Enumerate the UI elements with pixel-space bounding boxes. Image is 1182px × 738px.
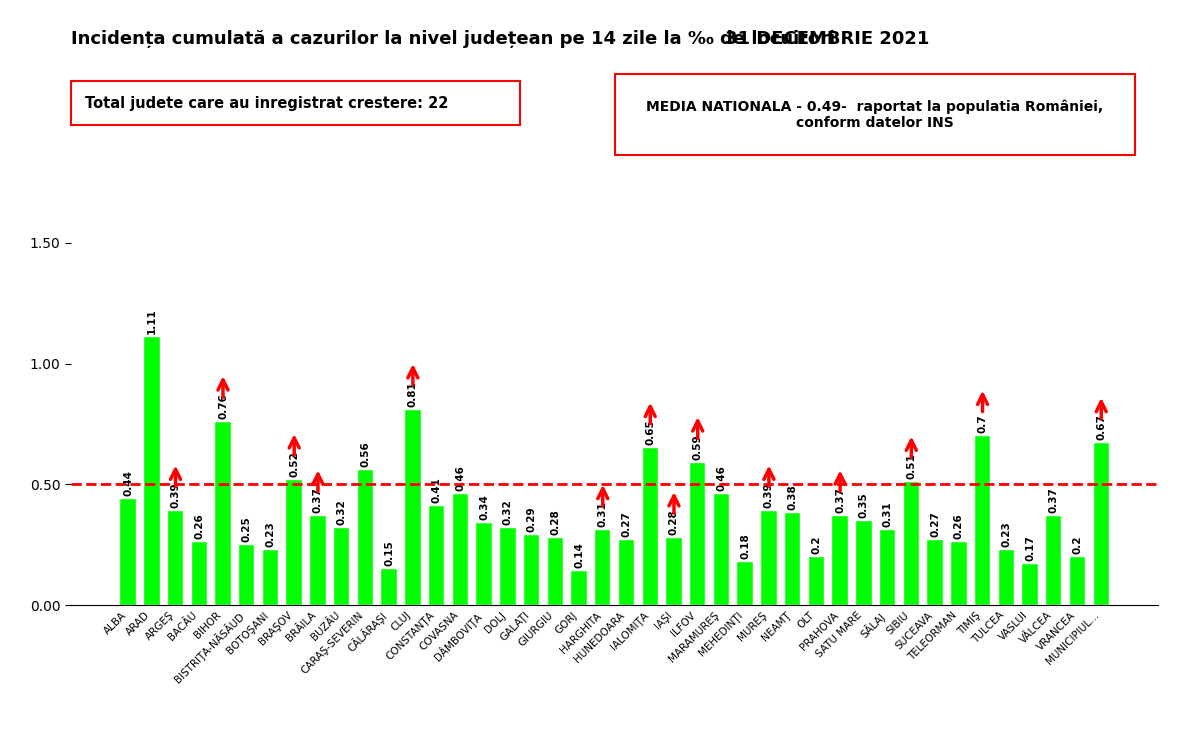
Text: 0.32: 0.32 bbox=[502, 499, 513, 525]
Bar bbox=[738, 562, 753, 605]
Bar bbox=[215, 421, 230, 605]
Bar bbox=[500, 528, 515, 605]
Bar bbox=[761, 511, 777, 605]
Text: 0.32: 0.32 bbox=[337, 499, 346, 525]
Bar bbox=[1070, 557, 1085, 605]
Text: 0.17: 0.17 bbox=[1025, 535, 1035, 561]
Text: 0.37: 0.37 bbox=[1048, 487, 1059, 513]
Bar bbox=[524, 535, 539, 605]
Bar bbox=[239, 545, 254, 605]
Text: 0.28: 0.28 bbox=[669, 509, 678, 534]
Text: 0.39: 0.39 bbox=[764, 483, 774, 508]
Text: 0.37: 0.37 bbox=[836, 487, 845, 513]
Text: 0.23: 0.23 bbox=[1001, 521, 1012, 547]
Bar bbox=[335, 528, 350, 605]
Bar bbox=[714, 494, 729, 605]
Text: 0.2: 0.2 bbox=[811, 536, 821, 554]
Bar bbox=[1046, 516, 1061, 605]
Text: 0.31: 0.31 bbox=[883, 502, 892, 528]
Text: 0.44: 0.44 bbox=[123, 470, 134, 496]
Bar bbox=[928, 540, 943, 605]
Text: 0.81: 0.81 bbox=[408, 381, 418, 407]
Text: 0.35: 0.35 bbox=[859, 492, 869, 518]
Bar bbox=[286, 480, 301, 605]
Text: 0.46: 0.46 bbox=[716, 465, 727, 492]
Text: 0.27: 0.27 bbox=[930, 511, 940, 537]
Text: 0.37: 0.37 bbox=[313, 487, 323, 513]
Text: 0.29: 0.29 bbox=[526, 506, 537, 532]
Text: 0.18: 0.18 bbox=[740, 533, 751, 559]
Bar bbox=[382, 569, 397, 605]
Text: 0.25: 0.25 bbox=[242, 516, 252, 542]
Text: 0.59: 0.59 bbox=[693, 434, 703, 460]
Text: Incidența cumulată a cazurilor la nivel județean pe 14 zile la ‰ de locuitori: Incidența cumulată a cazurilor la nivel … bbox=[71, 30, 834, 47]
Bar bbox=[999, 550, 1014, 605]
Bar bbox=[619, 540, 635, 605]
Bar bbox=[476, 523, 492, 605]
Bar bbox=[832, 516, 847, 605]
Bar bbox=[429, 506, 444, 605]
Bar bbox=[453, 494, 468, 605]
Bar bbox=[856, 520, 871, 605]
Text: 0.28: 0.28 bbox=[551, 509, 560, 534]
Bar bbox=[667, 537, 682, 605]
Bar bbox=[879, 531, 895, 605]
Text: 0.56: 0.56 bbox=[361, 441, 370, 467]
Bar bbox=[310, 516, 326, 605]
Bar bbox=[121, 499, 136, 605]
Bar bbox=[1093, 444, 1109, 605]
Bar bbox=[785, 514, 800, 605]
Text: 0.65: 0.65 bbox=[645, 419, 655, 445]
Text: 0.23: 0.23 bbox=[266, 521, 275, 547]
Bar bbox=[571, 571, 586, 605]
Bar bbox=[903, 482, 920, 605]
Bar bbox=[358, 470, 374, 605]
Text: MEDIA NATIONALA - 0.49-  raportat la populatia României,
conform datelor INS: MEDIA NATIONALA - 0.49- raportat la popu… bbox=[647, 99, 1103, 130]
Text: 0.14: 0.14 bbox=[574, 542, 584, 568]
Bar bbox=[191, 542, 207, 605]
Bar bbox=[144, 337, 160, 605]
Bar bbox=[975, 436, 991, 605]
Bar bbox=[643, 448, 658, 605]
Bar bbox=[595, 531, 610, 605]
Bar bbox=[952, 542, 967, 605]
Text: 0.76: 0.76 bbox=[217, 393, 228, 418]
Text: 0.34: 0.34 bbox=[479, 494, 489, 520]
Bar bbox=[690, 463, 706, 605]
Text: 1.11: 1.11 bbox=[147, 308, 157, 334]
Bar bbox=[808, 557, 824, 605]
Bar bbox=[1022, 564, 1038, 605]
Text: 0.38: 0.38 bbox=[787, 485, 798, 511]
Text: 0.52: 0.52 bbox=[290, 451, 299, 477]
Text: 0.41: 0.41 bbox=[431, 477, 442, 503]
Text: Total judete care au inregistrat crestere: 22: Total judete care au inregistrat crester… bbox=[85, 96, 448, 111]
Text: 0.27: 0.27 bbox=[622, 511, 631, 537]
Text: 0.26: 0.26 bbox=[954, 514, 963, 539]
Bar bbox=[547, 537, 563, 605]
Bar bbox=[405, 410, 421, 605]
Text: 0.26: 0.26 bbox=[194, 514, 204, 539]
Text: 0.39: 0.39 bbox=[170, 483, 181, 508]
Text: 0.51: 0.51 bbox=[907, 453, 916, 479]
Bar bbox=[262, 550, 278, 605]
Text: 0.46: 0.46 bbox=[455, 465, 466, 492]
Text: 0.15: 0.15 bbox=[384, 540, 394, 566]
Text: 0.2: 0.2 bbox=[1072, 536, 1083, 554]
Text: 0.67: 0.67 bbox=[1096, 415, 1106, 441]
Bar bbox=[168, 511, 183, 605]
Text: 0.7: 0.7 bbox=[978, 415, 987, 433]
Text: 31 DECEMBRIE 2021: 31 DECEMBRIE 2021 bbox=[726, 30, 929, 47]
Text: 0.31: 0.31 bbox=[598, 502, 608, 528]
